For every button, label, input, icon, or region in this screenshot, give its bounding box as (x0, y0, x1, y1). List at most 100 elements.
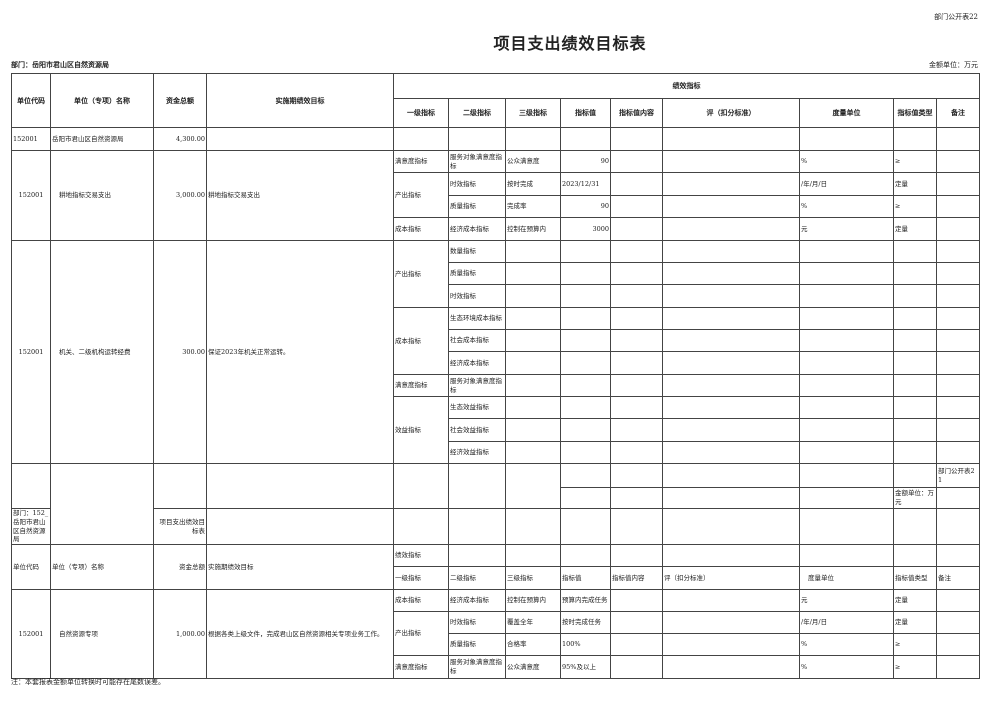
cell (610, 172, 663, 196)
cell (935, 544, 981, 568)
cell (610, 611, 663, 635)
l3: 控制在预算内 (505, 589, 561, 613)
cell (662, 507, 800, 546)
cell (505, 507, 561, 546)
l1: 成本指标 (393, 217, 449, 241)
title-2: 项目支出绩效目标表 (153, 507, 207, 546)
l3: 公众满意度 (505, 655, 561, 680)
cell (893, 262, 937, 285)
col-header-goal-2: 实施期绩效目标 (206, 544, 394, 591)
l1: 满意度指标 (393, 374, 449, 397)
cell (662, 262, 800, 285)
table-row: 金额单位：万元 (12, 487, 981, 509)
measure: /年/月/日 (799, 611, 894, 635)
type: ≥ (893, 655, 937, 680)
cell (505, 396, 561, 419)
performance-table: 单位代码 单位（专项）名称 资金总额 实施期绩效目标 绩效指标 一级指标 二级指… (11, 73, 981, 680)
cell (799, 240, 894, 263)
cell (206, 127, 394, 151)
cell (560, 396, 611, 419)
l1: 产出指标 (393, 172, 449, 218)
val: 95%及以上 (560, 655, 611, 680)
l1: 满意度指标 (393, 655, 449, 680)
cell (893, 441, 937, 464)
cell (935, 441, 981, 464)
cell (799, 329, 894, 352)
l2: 社会成本指标 (448, 329, 506, 352)
l2: 时效指标 (448, 611, 506, 635)
table-number: 部门公开表22 (934, 13, 978, 21)
cell (610, 262, 663, 285)
header-row-2: 一级指标 二级指标 三级指标 指标值 指标值内容 评（扣分标准） 度量单位 指标… (12, 566, 981, 591)
col-header-amount-2: 资金总额 (153, 544, 207, 591)
col-header-type-2: 指标值类型 (893, 566, 937, 591)
cell (560, 351, 611, 375)
l2: 质量指标 (448, 633, 506, 657)
type: 定量 (893, 589, 937, 613)
l1: 成本指标 (393, 589, 449, 613)
cell (662, 611, 800, 635)
l3: 按时完成 (505, 172, 561, 196)
cell (799, 507, 894, 546)
cell (662, 329, 800, 352)
measure: /年/月/日 (799, 172, 894, 196)
table-row: 时效指标 (12, 284, 981, 308)
cell (560, 463, 611, 488)
l1: 满意度指标 (393, 150, 449, 173)
cell (893, 418, 937, 442)
header-row: 一级指标 二级指标 三级指标 指标值 指标值内容 评（扣分标准） 度量单位 指标… (12, 98, 981, 128)
l2: 生态环境成本指标 (448, 307, 506, 330)
l2: 质量指标 (448, 262, 506, 285)
col-header-amount: 资金总额 (153, 73, 207, 128)
type: 定量 (893, 172, 937, 196)
cell (448, 463, 506, 509)
measure: % (799, 633, 894, 657)
cell (662, 307, 800, 330)
l2: 经济成本指标 (448, 217, 506, 241)
table-row: 152001 机关、二级机构运转经费 300.00 保证2023年机关正常运转。… (11, 240, 981, 464)
l2: 时效指标 (448, 284, 506, 308)
l2: 经济成本指标 (448, 589, 506, 613)
unit-code: 152001 (11, 150, 51, 241)
col-header-l2-2: 二级指标 (448, 566, 506, 591)
cell (799, 374, 894, 397)
cell (610, 633, 663, 657)
col-header-note-2: 备注 (935, 566, 981, 591)
cell (560, 507, 611, 546)
l2: 经济效益指标 (448, 441, 506, 464)
cell (799, 307, 894, 330)
val: 90 (560, 195, 611, 218)
cell (560, 487, 611, 509)
measure: % (799, 195, 894, 218)
cell (505, 127, 561, 151)
l2: 服务对象满意度指标 (448, 655, 506, 680)
col-header-l1-2: 一级指标 (393, 566, 449, 591)
l3: 覆盖全年 (505, 611, 561, 635)
cell (610, 127, 663, 151)
page-title: 项目支出绩效目标表 (493, 34, 647, 53)
unit-code: 152001 (11, 240, 51, 464)
cell (610, 217, 663, 241)
val: 按时完成任务 (560, 611, 611, 635)
cell (610, 544, 663, 568)
cell (893, 507, 937, 546)
cell (935, 284, 981, 308)
department-label: 部门：岳阳市君山区自然资源局 (11, 60, 109, 69)
goal: 根据各类上级文件，完成君山区自然资源相关专项业务工作。 (206, 589, 394, 680)
table-row: 质量指标 合格率 100% % ≥ (12, 633, 981, 657)
cell (505, 441, 561, 464)
unit-name: 机关、二级机构运转经费 (50, 240, 154, 464)
department-label-2: 部门：152_岳阳市君山区自然资源局 (11, 507, 51, 546)
amount: 3,000.00 (153, 150, 207, 241)
table-number-2: 部门公开表21 (935, 463, 981, 488)
cell (448, 127, 506, 151)
col-header-goal: 实施期绩效目标 (206, 73, 394, 128)
cell (610, 487, 663, 509)
header-row-2: 单位代码 单位（专项）名称 资金总额 实施期绩效目标 绩效指标 (11, 544, 981, 591)
l3: 完成率 (505, 195, 561, 218)
cell (893, 127, 937, 151)
cell (560, 441, 611, 464)
cell (560, 418, 611, 442)
cell (610, 307, 663, 330)
table-row: 成本指标 经济成本指标 控制在预算内 3000 元 定量 (12, 217, 981, 241)
